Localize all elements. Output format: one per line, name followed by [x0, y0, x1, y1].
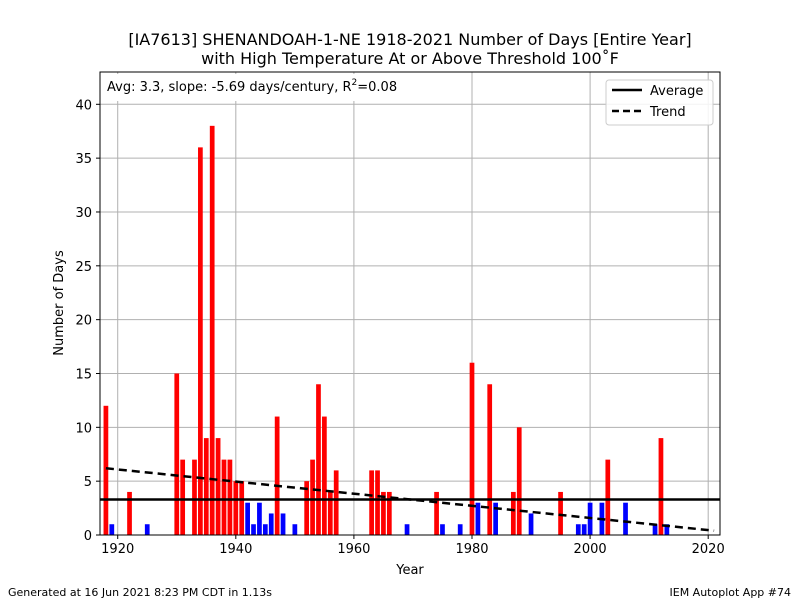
legend-trend-label: Trend	[649, 105, 686, 120]
y-tick-label: 25	[75, 260, 92, 275]
bar-2012	[658, 438, 664, 535]
bar-1944	[257, 502, 262, 535]
bar-1953	[310, 459, 315, 535]
y-tick-label: 35	[75, 152, 92, 167]
legend: Average Trend	[605, 79, 714, 126]
footer-app: IEM Autoplot App #74	[669, 586, 792, 599]
x-axis-label: Year	[395, 563, 424, 578]
bar-1995	[558, 491, 563, 535]
y-tick-label: 30	[75, 206, 92, 221]
y-tick-label: 0	[84, 529, 92, 544]
bar-1999	[581, 524, 587, 535]
y-axis-label: Number of Days	[52, 250, 67, 356]
reference-lines	[100, 466, 720, 532]
x-tick-label: 1920	[101, 542, 134, 557]
bar-1922	[127, 491, 132, 535]
bar-2003	[605, 459, 611, 535]
bar-2011	[652, 524, 658, 535]
chart-title-line1: [IA7613] SHENANDOAH-1-NE 1918-2021 Numbe…	[128, 30, 692, 49]
bar-1981	[475, 502, 481, 535]
bar-1950	[292, 524, 298, 535]
x-tick-label: 2020	[692, 542, 725, 557]
bar-1964	[375, 470, 380, 535]
bar-2013	[664, 524, 670, 535]
footer-generated: Generated at 16 Jun 2021 8:23 PM CDT in …	[8, 586, 273, 599]
chart-title-line2: with High Temperature At or Above Thresh…	[201, 49, 619, 68]
legend-average-label: Average	[650, 84, 703, 99]
y-tick-label: 5	[84, 475, 92, 490]
bar-1931	[180, 459, 186, 535]
stats-box	[101, 74, 425, 101]
bar-1939	[227, 459, 233, 535]
bar-1941	[239, 481, 245, 535]
tick-labels: 1920 1940 1960 1980 2000 2020 0 5 10 15 20 25 30 35 40	[75, 98, 724, 557]
bar-1954	[316, 384, 321, 535]
bars	[103, 125, 670, 536]
bar-1988	[516, 427, 522, 535]
bar-1969	[404, 524, 410, 535]
bar-2006	[623, 502, 628, 535]
bar-1948	[280, 513, 286, 535]
bar-1940	[233, 481, 239, 535]
bar-1998	[575, 524, 581, 535]
bar-1942	[245, 502, 250, 535]
bar-1990	[528, 513, 534, 535]
bar-1983	[487, 384, 493, 535]
bar-1945	[262, 524, 268, 535]
bar-1975	[440, 524, 445, 535]
trend-line	[105, 466, 715, 532]
bar-1935	[203, 438, 209, 535]
bar-1919	[109, 524, 115, 535]
bar-1946	[268, 513, 274, 535]
bar-1937	[215, 438, 221, 535]
bar-1933	[192, 459, 197, 535]
y-tick-label: 20	[75, 314, 92, 329]
plot-frame	[99, 71, 721, 536]
bar-1984	[493, 502, 498, 535]
bar-1952	[304, 481, 310, 535]
grid-lines	[100, 72, 720, 536]
bar-1980	[469, 362, 475, 535]
y-tick-label: 15	[75, 367, 92, 382]
axes	[99, 71, 721, 536]
bar-1936	[209, 125, 215, 535]
bar-1957	[333, 470, 339, 535]
bar-1938	[221, 459, 227, 535]
bar-1987	[510, 491, 516, 535]
stats-annotation: Avg: 3.3, slope: -5.69 days/century, R2=…	[107, 78, 397, 95]
x-tick-label: 2000	[574, 542, 607, 557]
bar-1925	[144, 524, 150, 535]
y-tick-label: 10	[75, 421, 92, 436]
bar-1965	[381, 491, 386, 535]
bar-1963	[369, 470, 374, 535]
bar-1974	[434, 491, 439, 535]
bar-1955	[322, 416, 327, 535]
bar-1943	[251, 524, 256, 535]
y-tick-label: 40	[75, 98, 92, 113]
x-tick-label: 1960	[337, 542, 370, 557]
bar-1966	[386, 491, 392, 535]
bar-1918	[103, 405, 109, 535]
bar-1930	[174, 373, 180, 535]
bar-1978	[457, 524, 463, 535]
x-tick-label: 1980	[455, 542, 488, 557]
bar-1956	[327, 491, 333, 535]
bar-1934	[198, 147, 203, 536]
bar-1947	[274, 416, 280, 535]
x-tick-label: 1940	[219, 542, 252, 557]
